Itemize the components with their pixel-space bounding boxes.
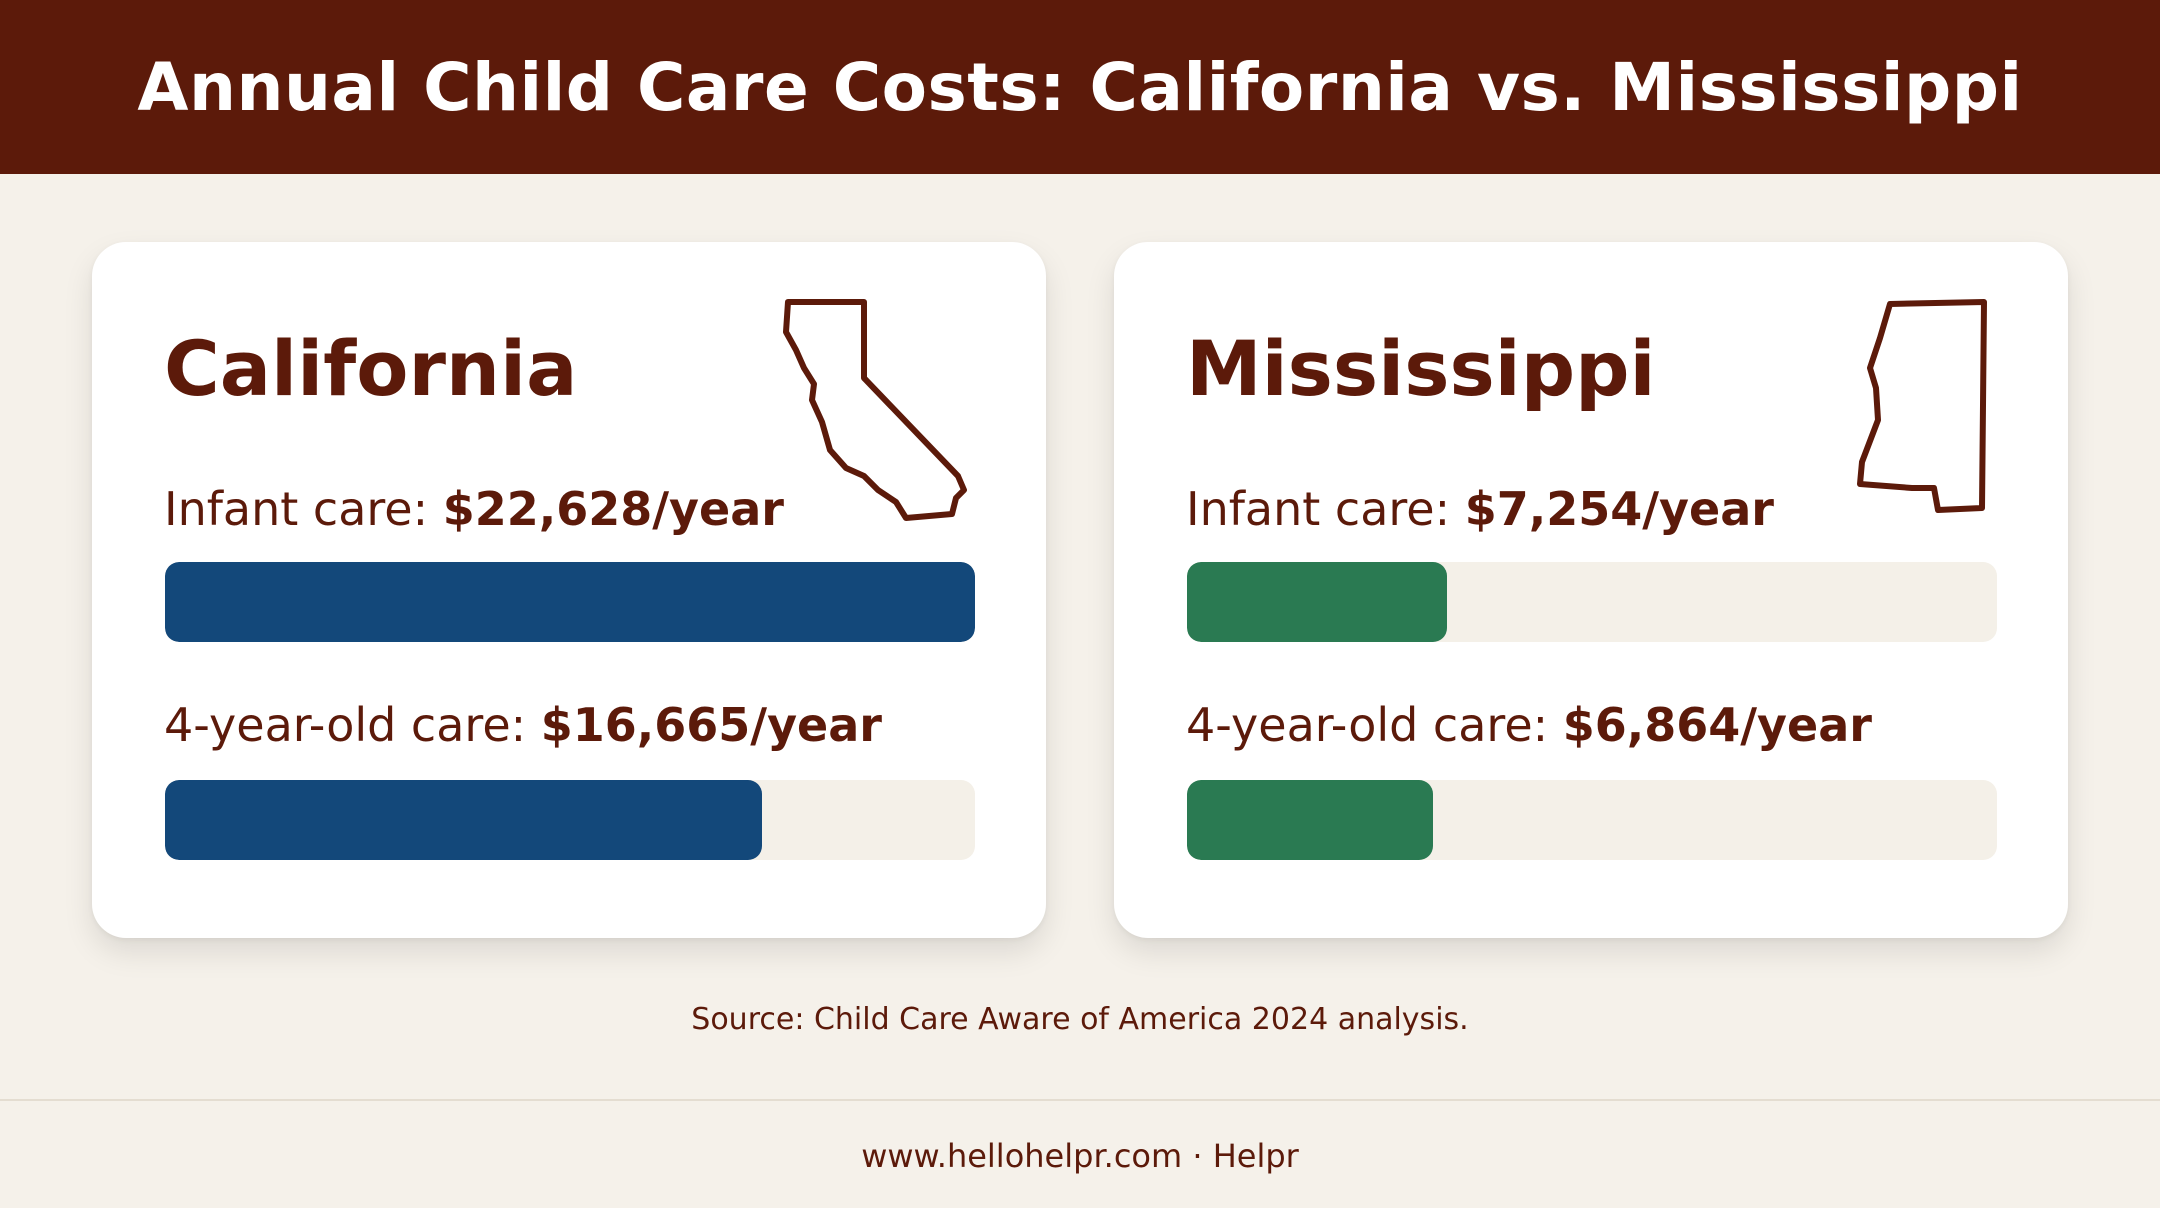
state-name: Mississippi (1186, 324, 1656, 413)
metric-name: Infant care: (1186, 482, 1465, 536)
infant-care-label: Infant care: $7,254/year (1186, 482, 1774, 536)
metric-value: $16,665/year (540, 698, 882, 752)
four-year-old-care-bar-track (1187, 780, 1997, 860)
infant-care-bar (1187, 562, 1447, 642)
infant-care-bar (165, 562, 975, 642)
metric-name: Infant care: (164, 482, 443, 536)
metric-value: $22,628/year (442, 482, 784, 536)
four-year-old-care-bar (1187, 780, 1433, 860)
page-title: Annual Child Care Costs: California vs. … (137, 48, 2023, 126)
four-year-old-care-label: 4-year-old care: $6,864/year (1186, 698, 1872, 752)
infant-care-bar-track (1187, 562, 1997, 642)
metric-value: $6,864/year (1562, 698, 1872, 752)
infant-care-bar-track (165, 562, 975, 642)
four-year-old-care-bar (165, 780, 762, 860)
california-outline-icon (783, 299, 967, 521)
header-banner: Annual Child Care Costs: California vs. … (0, 0, 2160, 174)
source-note: Source: Child Care Aware of America 2024… (691, 1002, 1469, 1037)
four-year-old-care-label: 4-year-old care: $16,665/year (164, 698, 882, 752)
four-year-old-care-bar-track (165, 780, 975, 860)
state-name: California (164, 324, 578, 413)
footer: www.hellohelpr.com · Helpr (0, 1099, 2160, 1208)
mississippi-outline-icon (1857, 299, 1987, 513)
infant-care-label: Infant care: $22,628/year (164, 482, 784, 536)
mississippi-card: Mississippi Infant care: $7,254/year 4-y… (1114, 242, 2068, 938)
california-card: California Infant care: $22,628/year 4-y… (92, 242, 1046, 938)
footer-credit: www.hellohelpr.com · Helpr (861, 1137, 1299, 1175)
metric-name: 4-year-old care: (164, 698, 541, 752)
metric-name: 4-year-old care: (1186, 698, 1563, 752)
metric-value: $7,254/year (1464, 482, 1774, 536)
